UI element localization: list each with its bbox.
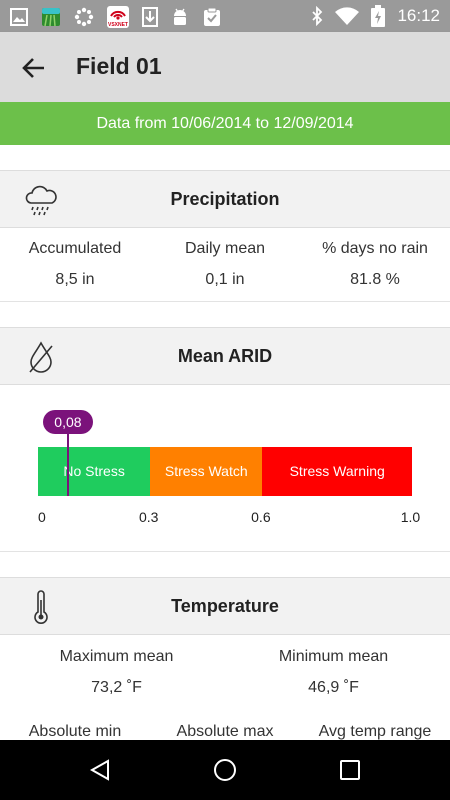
stat-label: Minimum mean <box>278 648 389 665</box>
nav-back-icon[interactable] <box>88 758 112 782</box>
app-bar: Field 01 <box>0 32 450 102</box>
thermometer-icon <box>34 590 48 624</box>
status-time: 16:12 <box>397 6 440 25</box>
stat-absolute-max: Absolute max <box>150 723 300 741</box>
arid-segment-stress-watch: Stress Watch <box>150 447 263 496</box>
arid-marker-label: 0,08 <box>42 410 93 434</box>
cloud-rain-icon <box>25 185 57 216</box>
system-status: 16:12 <box>311 0 440 32</box>
temperature-header: Temperature <box>0 577 450 635</box>
stat-value: 73,2 ˚F <box>91 679 142 696</box>
notification-icons: VSXNET <box>10 6 222 28</box>
stat-value: 0,1 in <box>205 271 245 288</box>
precipitation-header: Precipitation <box>0 170 450 228</box>
arid-tick-label: 1.0 <box>400 509 421 525</box>
status-bar: VSXNET 16:12 <box>0 0 450 32</box>
nav-recents-icon[interactable] <box>338 758 362 782</box>
stat-absolute-min: Absolute min <box>0 723 150 741</box>
stat-avg-temp-range: Avg temp range <box>300 723 450 741</box>
arid-tick-label: 0.6 <box>251 509 271 525</box>
temperature-stats: Maximum mean 73,2 ˚F Minimum mean 46,9 ˚… <box>0 648 450 697</box>
arid-title: Mean ARID <box>177 346 273 366</box>
arid-segment-stress-warning: Stress Warning <box>262 447 412 496</box>
temperature-title: Temperature <box>171 596 279 616</box>
stat-label: Accumulated <box>28 240 122 257</box>
stat-label: Daily mean <box>184 240 266 257</box>
stat-label: Absolute min <box>28 723 122 740</box>
app-icon <box>42 8 60 27</box>
arid-tick-label: 0 <box>38 509 46 525</box>
water-drop-icon <box>29 341 53 373</box>
stat-label: Avg temp range <box>318 723 432 740</box>
image-icon <box>10 8 28 26</box>
divider <box>0 301 450 302</box>
stat-value: 46,9 ˚F <box>308 679 359 696</box>
battery-icon <box>371 5 386 27</box>
date-range-banner: Data from 10/06/2014 to 12/09/2014 <box>0 102 450 145</box>
arid-header: Mean ARID <box>0 327 450 385</box>
stat-value: 81.8 % <box>350 271 400 288</box>
bluetooth-icon <box>312 6 323 26</box>
stat-daily-mean: Daily mean 0,1 in <box>150 240 300 289</box>
arid-marker-line <box>66 420 69 496</box>
nav-home-icon[interactable] <box>213 758 237 782</box>
stat-value: 8,5 in <box>55 271 95 288</box>
stat-maximum-mean: Maximum mean 73,2 ˚F <box>8 648 225 697</box>
stat-accumulated: Accumulated 8,5 in <box>0 240 150 289</box>
navigation-bar <box>0 740 450 800</box>
stat-minimum-mean: Minimum mean 46,9 ˚F <box>225 648 442 697</box>
dots-icon <box>74 7 94 27</box>
arrow-back-icon[interactable] <box>20 54 48 82</box>
temperature-stats-more: Absolute min Absolute max Avg temp range <box>0 723 450 741</box>
stat-label: Absolute max <box>176 723 274 740</box>
precipitation-stats: Accumulated 8,5 in Daily mean 0,1 in % d… <box>0 240 450 289</box>
download-icon <box>142 7 158 27</box>
page-title: Field 01 <box>76 53 162 79</box>
vsxnet-label: VSXNET <box>107 22 128 28</box>
stat-label: Maximum mean <box>59 648 174 665</box>
wifi-icon <box>335 7 360 25</box>
stat-label: % days no rain <box>322 240 428 257</box>
vsxnet-icon: VSXNET <box>107 6 129 28</box>
arid-segment-no-stress: No Stress <box>38 447 151 496</box>
clipboard-check-icon <box>204 7 220 26</box>
divider <box>0 551 450 552</box>
arid-tick-label: 0.3 <box>138 509 159 525</box>
precipitation-title: Precipitation <box>170 189 280 209</box>
stat-days-no-rain: % days no rain 81.8 % <box>300 240 450 289</box>
android-icon <box>174 8 186 25</box>
